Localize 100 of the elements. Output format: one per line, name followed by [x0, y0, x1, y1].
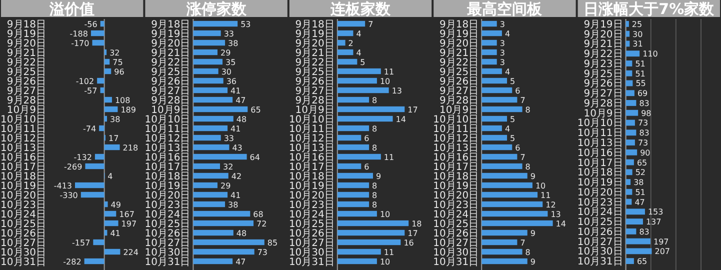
data-label: 83: [639, 227, 650, 236]
y-tick-label: 10月9日: [151, 104, 190, 116]
bar: [482, 116, 508, 122]
y-tick-label: 10月27日: [288, 238, 334, 249]
data-label: 47: [236, 257, 246, 266]
bar: [626, 50, 640, 57]
data-label: 9: [530, 228, 536, 238]
data-label: 53: [240, 20, 251, 29]
bar: [626, 70, 632, 76]
bar: [482, 192, 538, 198]
bar: [93, 239, 104, 246]
bar: [482, 258, 528, 264]
y-tick-label: 10月30日: [288, 247, 334, 258]
bar: [100, 20, 104, 27]
y-tick-label: 10月25日: [433, 218, 479, 230]
bar: [193, 172, 228, 179]
bar: [193, 125, 228, 132]
bar: [482, 30, 502, 36]
y-tick-label: 10月25日: [288, 218, 334, 230]
y-tick-label: 10月13日: [577, 138, 623, 149]
data-label: 5: [510, 134, 516, 143]
data-label: 9: [376, 172, 382, 181]
data-label: 64: [250, 152, 260, 162]
data-label: 13: [392, 86, 402, 96]
data-label: 6: [364, 162, 370, 172]
bar: [337, 68, 381, 74]
data-label: 7: [520, 152, 526, 162]
y-tick-label: 10月10日: [144, 114, 190, 126]
bar: [482, 210, 548, 217]
data-label: 11: [540, 190, 551, 200]
data-label: 51: [635, 69, 646, 78]
bar: [193, 49, 218, 56]
data-label: 49: [110, 200, 121, 210]
data-label: 8: [525, 162, 530, 172]
bar: [193, 144, 230, 150]
bar: [337, 40, 346, 46]
bar: [337, 134, 362, 141]
data-label: 52: [635, 168, 646, 178]
data-label: 4: [108, 172, 113, 181]
y-tick-label: 10月25日: [0, 218, 46, 230]
y-tick-label: 10月20日: [144, 190, 190, 202]
data-label: 8: [525, 105, 530, 114]
data-label: 8: [372, 200, 378, 210]
y-tick-label: 10月26日: [577, 226, 623, 238]
data-label: 41: [230, 86, 241, 96]
data-label: -57: [84, 86, 98, 96]
bar: [626, 228, 636, 234]
bar: [482, 49, 497, 56]
y-tick-label: 9月20日: [151, 38, 190, 50]
data-label: 137: [646, 218, 662, 227]
chart-title: 涨停家数: [185, 0, 248, 18]
bar: [99, 125, 104, 132]
y-tick-label: 10月30日: [433, 247, 479, 258]
y-tick-label: 9月28日: [440, 95, 479, 106]
y-tick-label: 9月26日: [151, 76, 190, 88]
data-label: -269: [64, 162, 82, 172]
y-tick-label: 9月25日: [440, 66, 479, 78]
y-tick-label: 9月19日: [295, 28, 334, 40]
y-tick-label: 9月27日: [151, 86, 190, 97]
y-tick-label: 10月25日: [577, 217, 623, 228]
bar: [337, 239, 401, 246]
bar: [193, 163, 220, 170]
bar: [482, 144, 512, 150]
data-label: 6: [364, 134, 370, 143]
y-tick-label: 9月27日: [6, 86, 46, 97]
data-label: 10: [380, 76, 390, 86]
bar: [193, 116, 234, 122]
data-label: 3: [500, 48, 505, 58]
y-tick-label: 10月26日: [144, 228, 190, 240]
bar: [193, 30, 221, 36]
bar: [337, 144, 370, 150]
y-tick-label: 10月11日: [144, 124, 190, 135]
y-tick-label: 10月13日: [433, 142, 479, 154]
data-label: 38: [110, 114, 120, 124]
data-label: 31: [632, 40, 643, 49]
data-label: 73: [638, 138, 648, 148]
bar: [193, 20, 238, 27]
data-label: 4: [504, 124, 510, 134]
y-tick-label: 9月25日: [6, 66, 46, 78]
data-label: 5: [360, 58, 366, 67]
data-label: -330: [60, 190, 78, 200]
data-label: 4: [356, 29, 362, 38]
data-label: 11: [384, 152, 394, 162]
y-tick-label: 9月20日: [584, 29, 623, 40]
data-label: 8: [372, 124, 378, 134]
y-tick-label: 9月28日: [151, 95, 190, 106]
bar: [626, 110, 638, 116]
y-tick-label: 10月17日: [144, 162, 190, 173]
data-label: 6: [515, 86, 520, 96]
y-tick-label: 10月18日: [288, 171, 334, 182]
bar: [193, 258, 233, 264]
bar: [482, 78, 508, 84]
data-label: 41: [230, 190, 241, 200]
data-label: 7: [520, 238, 526, 248]
bar: [337, 49, 354, 56]
y-tick-label: 10月16日: [144, 152, 190, 164]
data-label: -56: [84, 20, 98, 29]
bar: [75, 182, 104, 188]
y-tick-label: 10月18日: [0, 171, 46, 182]
y-tick-label: 10月19日: [288, 180, 334, 192]
